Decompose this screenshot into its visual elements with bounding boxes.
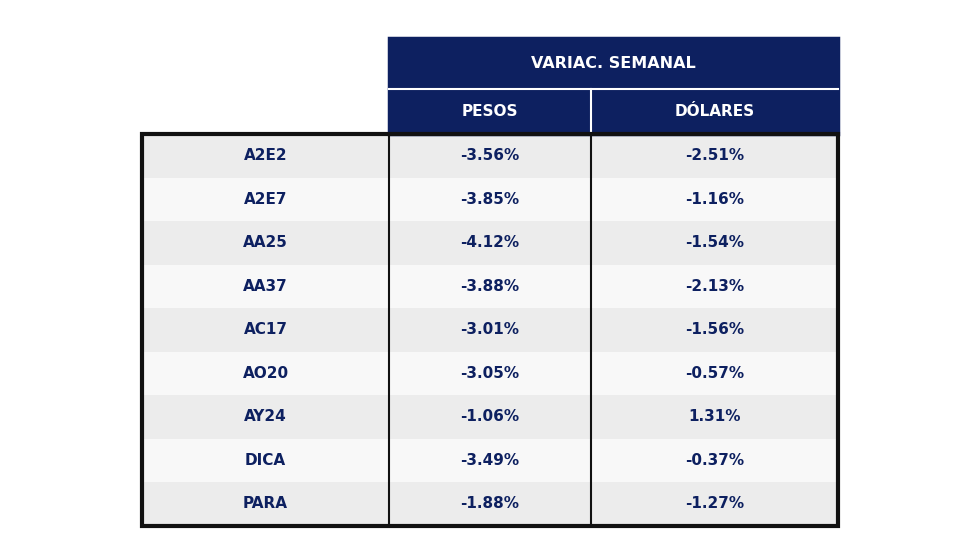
Text: -2.13%: -2.13% xyxy=(685,279,744,294)
Text: -1.06%: -1.06% xyxy=(461,410,519,424)
Text: 1.31%: 1.31% xyxy=(688,410,741,424)
Text: A2E2: A2E2 xyxy=(244,149,287,163)
Bar xyxy=(142,221,838,265)
Text: -0.57%: -0.57% xyxy=(685,366,744,381)
Text: PARA: PARA xyxy=(243,497,288,511)
Bar xyxy=(142,134,838,178)
Text: -3.05%: -3.05% xyxy=(461,366,519,381)
Bar xyxy=(142,308,838,352)
Text: -3.49%: -3.49% xyxy=(461,453,519,468)
Bar xyxy=(142,395,838,439)
Text: PESOS: PESOS xyxy=(462,104,518,119)
Text: VARIAC. SEMANAL: VARIAC. SEMANAL xyxy=(531,56,696,70)
Bar xyxy=(142,134,838,526)
Text: -0.37%: -0.37% xyxy=(685,453,744,468)
Bar xyxy=(142,265,838,308)
Text: -3.88%: -3.88% xyxy=(461,279,519,294)
Text: -3.56%: -3.56% xyxy=(461,149,519,163)
Text: -3.01%: -3.01% xyxy=(461,323,519,337)
Bar xyxy=(142,439,838,482)
Text: -4.12%: -4.12% xyxy=(461,236,519,250)
Text: -2.51%: -2.51% xyxy=(685,149,744,163)
Bar xyxy=(142,352,838,395)
Text: -1.56%: -1.56% xyxy=(685,323,744,337)
Text: -3.85%: -3.85% xyxy=(461,192,519,207)
Bar xyxy=(142,482,838,526)
Text: DICA: DICA xyxy=(245,453,286,468)
Bar xyxy=(389,38,838,134)
Text: A2E7: A2E7 xyxy=(244,192,287,207)
Text: AA37: AA37 xyxy=(243,279,288,294)
Text: -1.88%: -1.88% xyxy=(461,497,519,511)
Text: -1.54%: -1.54% xyxy=(685,236,744,250)
Text: DÓLARES: DÓLARES xyxy=(674,104,755,119)
Text: AY24: AY24 xyxy=(244,410,287,424)
Bar xyxy=(142,178,838,221)
Text: -1.27%: -1.27% xyxy=(685,497,744,511)
Text: AC17: AC17 xyxy=(244,323,287,337)
Text: -1.16%: -1.16% xyxy=(685,192,744,207)
Text: AO20: AO20 xyxy=(242,366,289,381)
Text: AA25: AA25 xyxy=(243,236,288,250)
